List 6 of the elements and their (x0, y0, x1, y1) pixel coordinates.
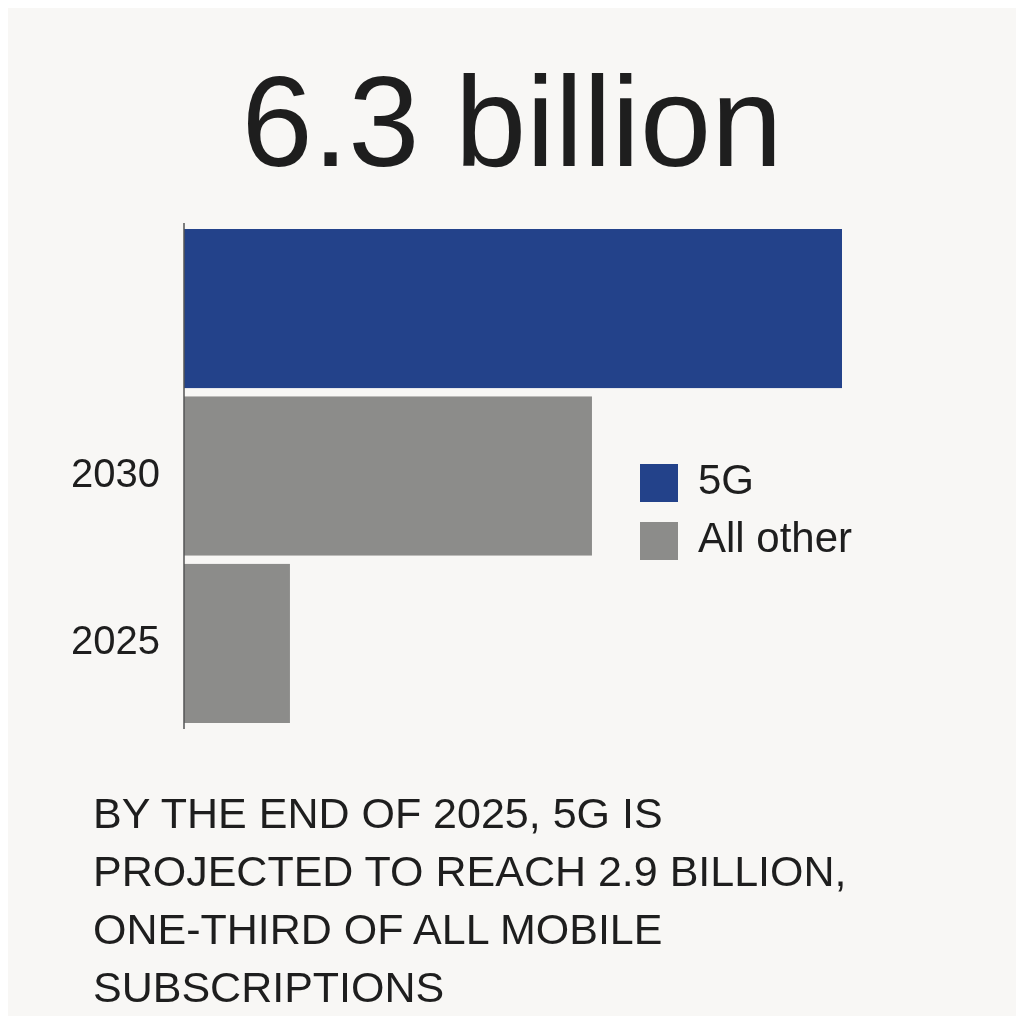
legend-label: 5G (698, 456, 755, 504)
y-tick-label: 2025 (71, 618, 160, 663)
text: BY THE END OF 2025, 5G IS PROJECTED TO REACH 2.9 BILLION, ONE-THIRD OF ALL MOBILE SUBSCRIPTIONS (93, 789, 847, 1011)
y-tick-label: 2030 (71, 450, 160, 495)
legend-label: All other (698, 514, 853, 562)
chart-title: 6.3 billion (241, 50, 783, 193)
